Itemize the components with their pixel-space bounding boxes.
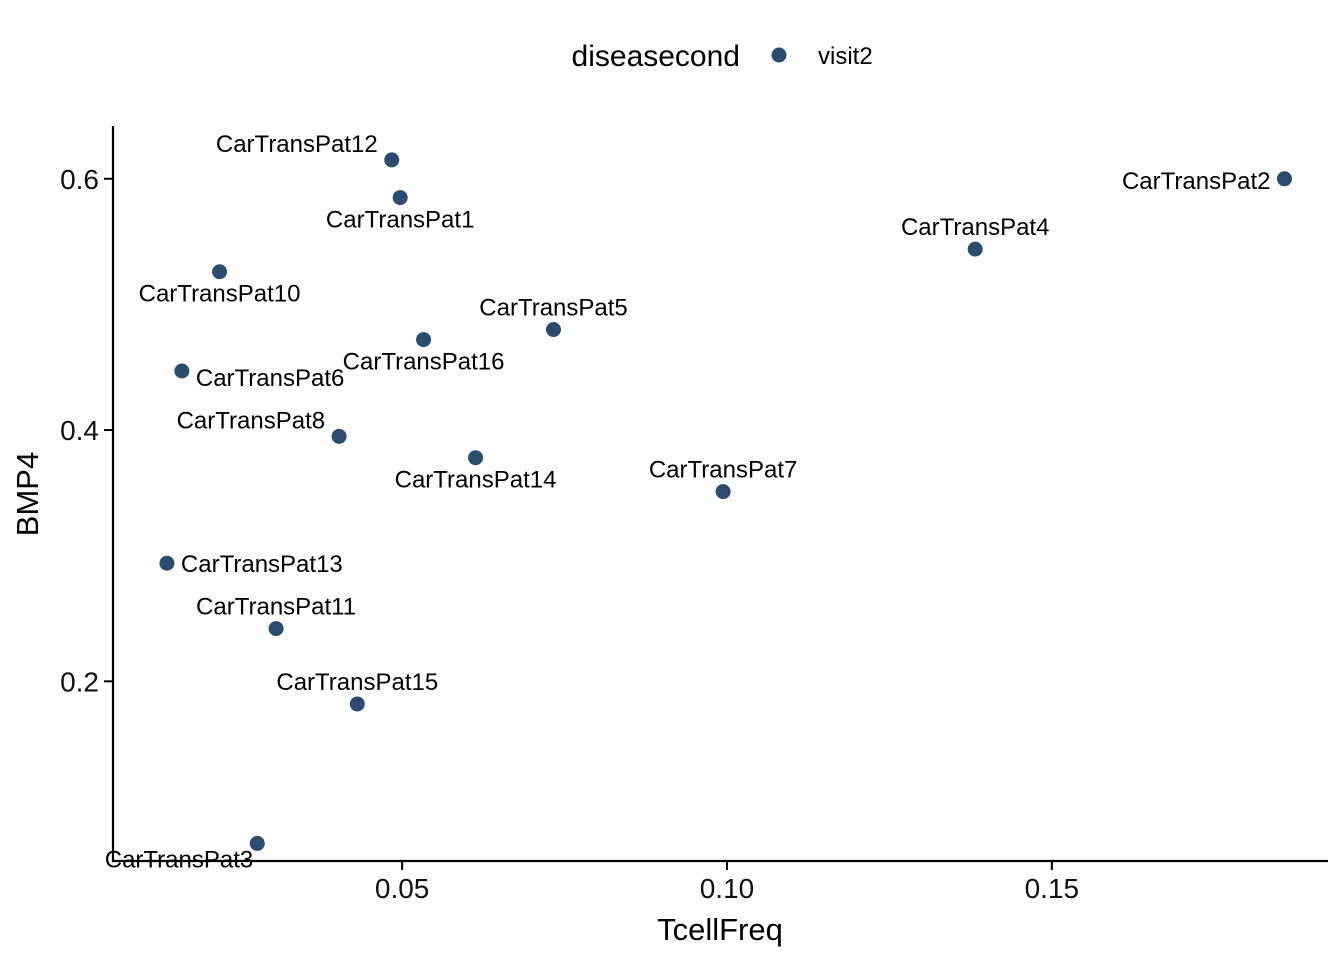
data-point [1276, 171, 1292, 187]
legend: diseasecond visit2 [572, 40, 873, 73]
x-tick-label: 0.15 [1025, 873, 1080, 904]
y-axis-title: BMP4 [10, 452, 45, 536]
x-axis-title: TcellFreq [657, 912, 783, 947]
x-tick-label: 0.05 [375, 873, 430, 904]
point-labels: CarTransPat1 CarTransPat2 CarTransPat3 CarT… [105, 131, 1271, 873]
x-tick-label: 0.10 [700, 873, 755, 904]
point-label: CarTransPat7 [649, 457, 798, 484]
data-point [546, 322, 562, 338]
legend-title: diseasecond [572, 40, 740, 73]
data-point [268, 621, 284, 637]
point-label: CarTransPat16 [343, 349, 505, 376]
data-point [715, 484, 731, 500]
point-label: CarTransPat6 [196, 365, 344, 392]
data-point [468, 450, 484, 466]
point-label: CarTransPat11 [196, 594, 356, 621]
x-ticks: 0.05 0.10 0.15 [375, 861, 1079, 904]
legend-label-visit2: visit2 [818, 43, 873, 70]
data-point [331, 428, 347, 444]
data-point [967, 241, 983, 257]
point-label: CarTransPat2 [1122, 168, 1271, 195]
y-ticks: 0.2 0.4 0.6 [60, 164, 113, 697]
data-point [384, 152, 400, 168]
y-tick-label: 0.4 [60, 415, 99, 446]
point-label: CarTransPat4 [901, 214, 1050, 241]
data-point [416, 332, 432, 348]
legend-swatch-visit2 [771, 47, 787, 63]
axes [111, 126, 1328, 863]
point-label: CarTransPat3 [105, 846, 254, 873]
point-label: CarTransPat15 [276, 669, 438, 696]
point-label: CarTransPat14 [395, 467, 557, 494]
data-point [212, 264, 228, 280]
data-point [174, 363, 190, 379]
data-point [249, 835, 265, 851]
data-point [159, 555, 175, 571]
point-label: CarTransPat5 [479, 295, 628, 322]
y-tick-label: 0.2 [60, 666, 99, 697]
data-points [159, 152, 1292, 851]
data-point [349, 696, 365, 712]
point-label: CarTransPat8 [177, 407, 326, 434]
y-tick-label: 0.6 [60, 164, 99, 195]
data-point [392, 190, 408, 206]
point-label: CarTransPat12 [216, 131, 378, 158]
point-label: CarTransPat10 [139, 281, 301, 308]
point-label: CarTransPat13 [181, 551, 343, 578]
point-label: CarTransPat1 [326, 207, 475, 234]
